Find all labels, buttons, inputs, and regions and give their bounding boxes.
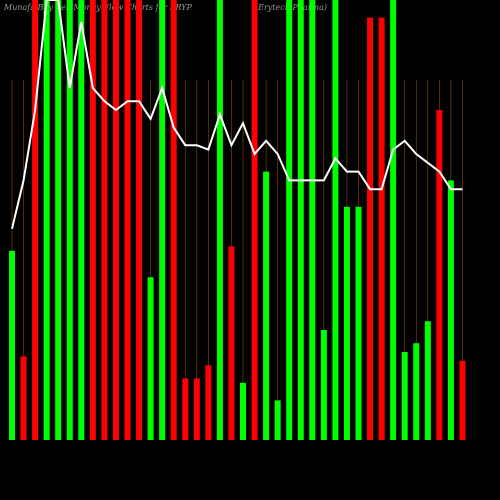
bar — [263, 171, 270, 440]
bar — [424, 321, 431, 440]
bar — [436, 110, 443, 440]
bar — [9, 250, 15, 440]
bar — [240, 382, 246, 440]
bar — [332, 0, 339, 440]
bar — [216, 0, 223, 440]
bar — [20, 356, 27, 440]
bar — [136, 0, 143, 440]
bar — [66, 0, 73, 440]
bar — [355, 206, 362, 440]
money-flow-line — [11, 0, 463, 230]
bar — [112, 0, 119, 440]
bar — [447, 180, 454, 440]
bar — [367, 17, 374, 440]
bar — [251, 0, 258, 440]
bar — [320, 330, 327, 440]
bar — [78, 0, 85, 440]
bar — [124, 0, 131, 440]
bar — [274, 400, 281, 440]
bar — [101, 0, 108, 440]
bar — [32, 0, 39, 440]
bar — [378, 17, 385, 440]
bar — [147, 277, 154, 440]
bar — [55, 0, 62, 440]
bar — [89, 0, 96, 440]
bar — [43, 0, 50, 440]
bar — [182, 378, 189, 440]
bar — [286, 0, 293, 440]
bar — [297, 0, 304, 440]
bar — [309, 0, 316, 440]
chart-title: Munafa Buy Sell Money Flow Charts for ER… — [3, 3, 193, 12]
bar — [343, 206, 350, 440]
bar — [193, 378, 200, 440]
bar — [159, 0, 166, 440]
bar — [390, 0, 397, 440]
bar — [413, 343, 420, 440]
bar — [228, 246, 235, 440]
bar — [205, 365, 212, 440]
bar — [459, 360, 466, 440]
bar — [170, 0, 177, 440]
bar — [401, 352, 408, 440]
